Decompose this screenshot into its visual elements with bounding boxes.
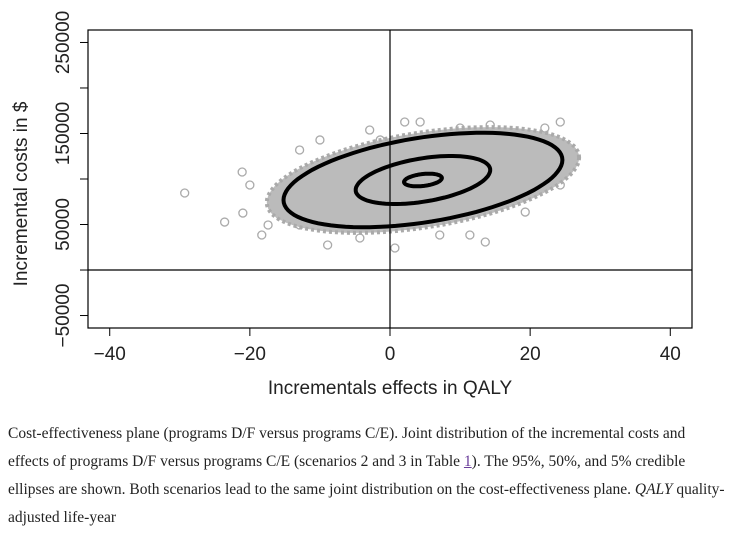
credible-ellipse: [401, 171, 444, 189]
point: [245, 180, 255, 190]
point: [365, 125, 375, 135]
point: [257, 230, 267, 240]
credible-ellipse: [353, 154, 493, 206]
x-tick-label: −40: [94, 344, 126, 365]
point: [219, 217, 230, 227]
point: [540, 123, 550, 133]
x-tick-label: 0: [385, 344, 396, 365]
y-tick-label: −50000: [53, 284, 74, 348]
x-axis-label: Incrementals effects in QALY: [268, 378, 513, 399]
x-tick-label: 40: [660, 344, 681, 365]
point: [263, 220, 273, 230]
point: [400, 117, 410, 127]
point: [520, 207, 530, 217]
point: [435, 230, 445, 240]
point: [480, 237, 490, 247]
point: [355, 233, 365, 243]
point: [237, 167, 247, 177]
point: [238, 208, 248, 218]
chart: −40 −20 0 20 40 −50000 50000 150000 250000 Increm…: [11, 11, 693, 399]
point: [465, 230, 475, 240]
y-tick-label: 50000: [53, 198, 74, 251]
caption-abbrev: QALY: [634, 481, 673, 498]
point-cloud: [264, 125, 582, 235]
point: [415, 117, 425, 127]
point: [180, 188, 190, 198]
point: [294, 145, 305, 155]
table-link[interactable]: 1: [463, 453, 472, 470]
point: [315, 135, 325, 145]
y-tick-label: 150000: [53, 102, 74, 165]
y-axis-label: Incremental costs in $: [11, 101, 32, 286]
caption: Cost-effectiveness plane (programs D/F v…: [8, 420, 728, 532]
point: [390, 243, 400, 253]
caption-text: quality-adjusted life-year: [8, 481, 725, 526]
x-tick-label: 20: [520, 344, 541, 365]
caption-text: Cost-effectiveness plane (programs D/F v…: [8, 425, 686, 470]
credible-ellipse: [281, 130, 565, 230]
y-tick-label: 250000: [53, 11, 74, 74]
caption-text: ). The 95%, 50%, and 5% credible ellipse…: [8, 453, 686, 498]
point: [555, 117, 565, 127]
point: [322, 240, 333, 250]
x-tick-label: −20: [234, 344, 266, 365]
